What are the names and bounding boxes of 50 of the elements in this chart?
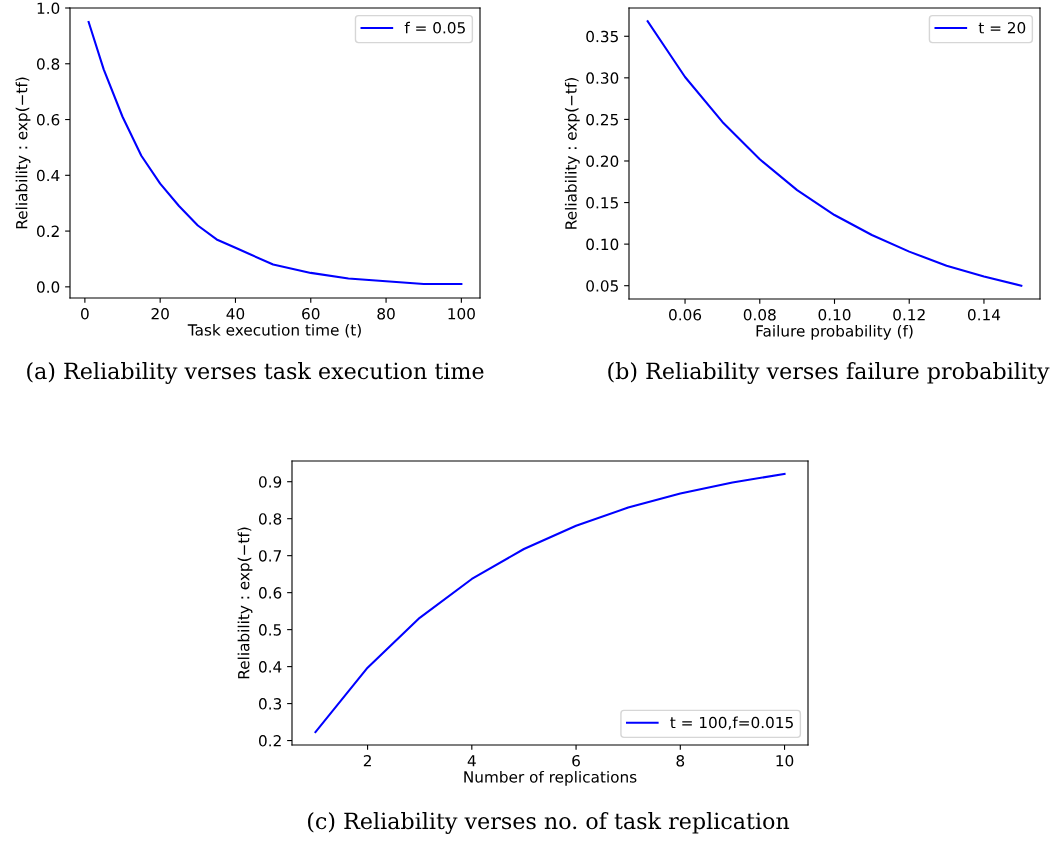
y-tick-label: 0.20 <box>586 155 619 167</box>
x-tick-label: 0 <box>81 307 89 320</box>
y-tick-label: 0.6 <box>36 114 60 126</box>
y-tick-label: 0.15 <box>586 197 618 209</box>
y-axis-title: Reliability : exp(−tf) <box>564 78 580 229</box>
legend-label: t = 100,f=0.015 <box>670 716 793 730</box>
y-tick-label: 0.35 <box>586 30 618 43</box>
y-tick-label: 0.8 <box>258 513 282 525</box>
x-axis-title: Task execution time (t) <box>187 323 361 338</box>
y-tick-label: 0.2 <box>258 735 281 747</box>
x-tick-label: 80 <box>377 307 395 320</box>
y-tick-label: 0.9 <box>258 476 282 488</box>
y-tick-label: 0.5 <box>258 624 281 636</box>
y-tick-label: 0.2 <box>36 225 59 238</box>
legend-label: t = 20 <box>978 22 1026 34</box>
x-tick-label: 2 <box>363 754 371 767</box>
text: (c) Reliability verses no. of task replication <box>308 812 790 834</box>
y-axis-title: Reliability : exp(−tf) <box>15 77 31 229</box>
y-tick-label: 0.6 <box>258 587 282 599</box>
y-tick-label: 0.7 <box>258 550 281 562</box>
x-tick-label: 0.10 <box>818 308 851 321</box>
y-tick-label: 0.05 <box>586 280 618 292</box>
x-tick-label: 40 <box>226 307 245 320</box>
y-tick-label: 0.3 <box>258 698 282 710</box>
y-tick-label: 0.25 <box>586 113 618 126</box>
legend-label: f = 0.05 <box>404 21 465 34</box>
y-tick-label: 0.30 <box>586 72 619 84</box>
x-tick-label: 20 <box>151 307 169 320</box>
text: (a) Reliability verses task execution time <box>27 362 484 384</box>
x-tick-label: 10 <box>776 754 794 767</box>
y-tick-label: 0.4 <box>36 169 60 182</box>
x-tick-label: 6 <box>572 754 580 767</box>
y-tick-label: 0.10 <box>586 238 619 251</box>
x-tick-label: 100 <box>448 307 475 320</box>
x-tick-label: 0.14 <box>967 308 1001 321</box>
line-series <box>87 20 463 286</box>
y-tick-label: 1.0 <box>37 2 60 15</box>
x-tick-label: 0.12 <box>893 308 925 321</box>
x-tick-label: 60 <box>302 307 320 320</box>
y-tick-label: 0.0 <box>36 281 60 293</box>
y-tick-label: 0.4 <box>258 661 282 673</box>
x-tick-label: 4 <box>467 755 476 767</box>
x-tick-label: 0.06 <box>669 308 702 321</box>
x-axis-title: Number of replications <box>464 770 637 786</box>
x-tick-label: 0.08 <box>743 308 776 321</box>
x-axis-title: Failure probability (f) <box>756 324 913 340</box>
x-tick-label: 8 <box>676 754 685 767</box>
text: (b) Reliability verses failure probability <box>608 362 1050 384</box>
y-tick-label: 0.8 <box>36 58 60 70</box>
y-axis-title: Reliability : exp(−tf) <box>237 527 253 679</box>
